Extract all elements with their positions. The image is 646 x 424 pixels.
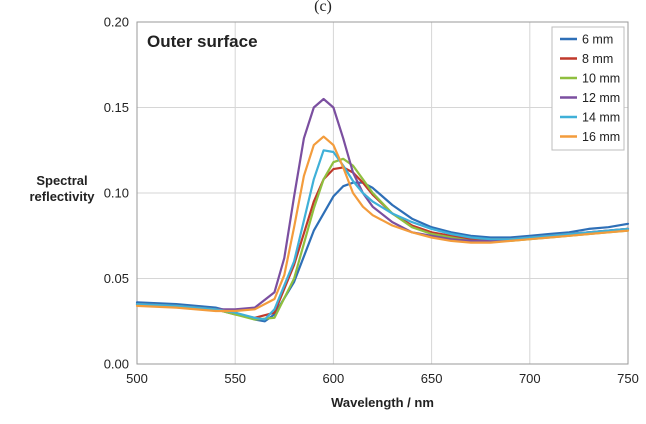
- y-tick-label: 0.15: [104, 100, 129, 115]
- x-tick-label: 550: [224, 371, 246, 386]
- legend-label: 14 mm: [582, 111, 620, 125]
- y-tick-label: 0.05: [104, 271, 129, 286]
- tick-labels: 500 550 600 650 700 750 0.00 0.05 0.10 0.15 0.20: [104, 15, 639, 387]
- y-axis-title-line-1: Spectral: [36, 173, 87, 188]
- figure-caption: (c): [314, 0, 332, 15]
- legend-label: 10 mm: [582, 72, 620, 86]
- y-tick-label: 0.20: [104, 15, 129, 30]
- x-tick-label: 650: [421, 371, 443, 386]
- x-tick-label: 750: [617, 371, 639, 386]
- x-axis-title: Wavelength / nm: [331, 395, 434, 410]
- grid: [137, 22, 628, 364]
- series-lines: [135, 97, 630, 323]
- series-line-16-mm: [135, 135, 630, 313]
- plot-area: [136, 21, 629, 365]
- legend: 6 mm 8 mm 10 mm 12 mm 14 mm 16 mm: [551, 26, 625, 151]
- legend-label: 12 mm: [582, 91, 620, 105]
- legend-label: 6 mm: [582, 33, 613, 47]
- y-axis-title-line-2: reflectivity: [29, 189, 95, 204]
- legend-label: 8 mm: [582, 52, 613, 66]
- series-line-14-mm: [135, 149, 630, 321]
- y-tick-label: 0.10: [104, 186, 129, 201]
- y-tick-label: 0.00: [104, 357, 129, 372]
- legend-label: 16 mm: [582, 130, 620, 144]
- x-tick-label: 500: [126, 371, 148, 386]
- chart-title: Outer surface: [147, 32, 258, 51]
- legend-box: [551, 26, 625, 151]
- series-line-8-mm: [135, 166, 630, 319]
- series-line-10-mm: [135, 157, 630, 321]
- x-tick-label: 700: [519, 371, 541, 386]
- x-tick-label: 600: [323, 371, 345, 386]
